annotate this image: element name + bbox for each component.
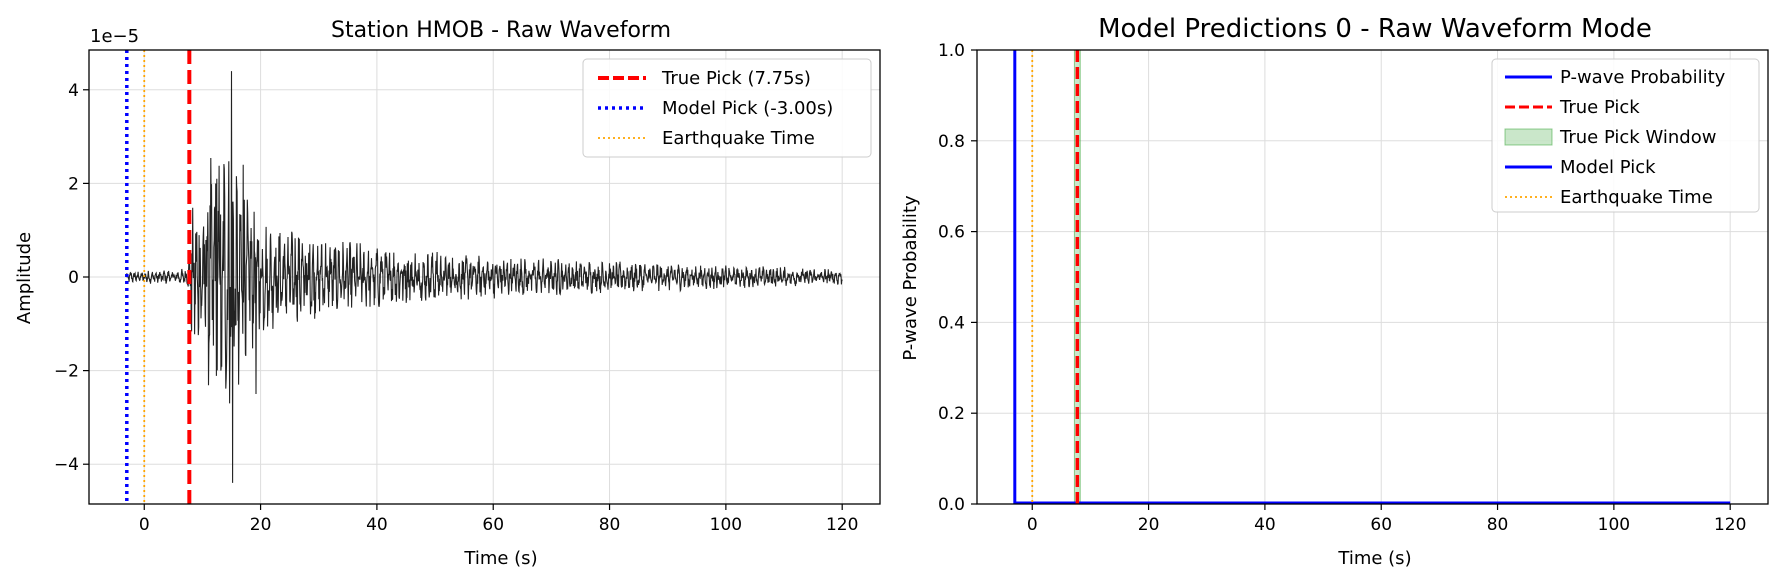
probability-xtick-label: 40 (1254, 515, 1276, 535)
waveform-xtick-label: 80 (599, 515, 621, 535)
amplitude-offset-text: 1e−5 (90, 26, 139, 47)
waveform-title: Station HMOB - Raw Waveform (331, 18, 671, 43)
probability-ytick-label: 0.0 (938, 495, 965, 515)
waveform-ytick-label: −2 (54, 362, 79, 382)
waveform-ylabel: Amplitude (14, 232, 35, 324)
legend-true-pick-label: True Pick (1559, 97, 1640, 118)
waveform-xlabel: Time (s) (463, 548, 537, 569)
legend-model-pick-label: Model Pick (1560, 157, 1656, 178)
probability-xtick-label: 120 (1714, 515, 1746, 535)
probability-ytick-label: 0.2 (938, 404, 965, 424)
probability-legend-box (1491, 58, 1760, 213)
legend-earthquake-label: Earthquake Time (662, 128, 815, 149)
waveform-xtick-label: 120 (826, 515, 858, 535)
legend-earthquake-label: Earthquake Time (1560, 187, 1713, 208)
waveform-xtick-label: 40 (366, 515, 388, 535)
legend-true-pick-label: True Pick (7.75s) (661, 68, 811, 89)
probability-legend: P-wave Probability True Pick True Pick W… (1491, 58, 1760, 213)
probability-ytick-label: 1.0 (938, 41, 965, 61)
legend-window-label: True Pick Window (1559, 127, 1716, 148)
waveform-xtick-label: 100 (710, 515, 742, 535)
waveform-xtick-label: 60 (482, 515, 504, 535)
probability-xtick-label: 100 (1598, 515, 1630, 535)
waveform-panel: Station HMOB - Raw Waveform 1e−5 Time (s… (14, 18, 881, 569)
waveform-legend: True Pick (7.75s) Model Pick (-3.00s) Ea… (582, 58, 872, 158)
probability-xtick-label: 20 (1138, 515, 1160, 535)
waveform-axes-frame (88, 49, 881, 505)
waveform-trace (126, 71, 843, 483)
probability-xtick-label: 80 (1487, 515, 1509, 535)
probability-ticks: 0 20 40 60 80 100 120 0.0 0.2 0.4 0.6 0.8 1.0 (938, 41, 1746, 535)
probability-xtick-label: 0 (1027, 515, 1038, 535)
legend-probability-label: P-wave Probability (1560, 67, 1726, 88)
probability-plot-area (1013, 49, 1731, 505)
waveform-ytick-label: 4 (68, 81, 79, 101)
probability-title: Model Predictions 0 - Raw Waveform Mode (1098, 14, 1652, 44)
probability-ytick-label: 0.6 (938, 223, 965, 243)
probability-ylabel: P-wave Probability (900, 195, 921, 361)
probability-ytick-label: 0.4 (938, 313, 965, 333)
waveform-ticks: 0 20 40 60 80 100 120 −4 −2 0 2 4 (54, 81, 858, 535)
waveform-ytick-label: 2 (68, 174, 79, 194)
waveform-ytick-label: −4 (54, 455, 79, 475)
waveform-legend-box (582, 58, 872, 158)
waveform-ytick-label: 0 (68, 268, 79, 288)
probability-xtick-label: 60 (1370, 515, 1392, 535)
probability-ytick-label: 0.8 (938, 132, 965, 152)
legend-model-pick-label: Model Pick (-3.00s) (662, 98, 833, 119)
probability-xlabel: Time (s) (1337, 548, 1411, 569)
waveform-plot-area (125, 50, 843, 504)
probability-axes-frame (976, 49, 1769, 505)
legend-window-swatch (1504, 128, 1553, 146)
waveform-xtick-label: 0 (139, 515, 150, 535)
probability-panel: Model Predictions 0 - Raw Waveform Mode … (900, 14, 1769, 569)
waveform-xtick-label: 20 (250, 515, 272, 535)
